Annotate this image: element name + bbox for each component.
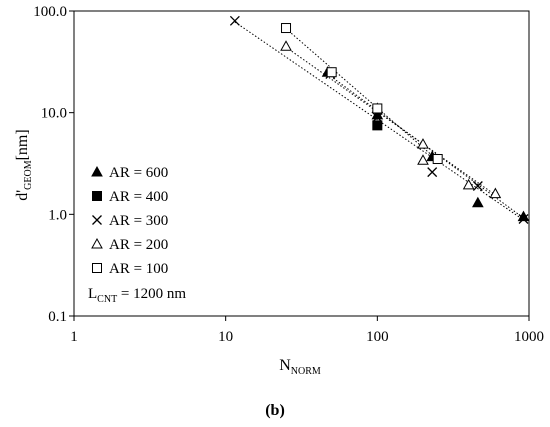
- trendline: [285, 46, 496, 196]
- data-point: [462, 178, 475, 190]
- y-tick-label: 0.1: [48, 309, 67, 325]
- data-point: [417, 154, 429, 165]
- x-tick-label: 1000: [514, 329, 544, 345]
- y-tick-label: 100.0: [33, 4, 67, 20]
- x-axis-title-main: N: [279, 357, 291, 374]
- annotation-main: L: [88, 286, 97, 302]
- y-tick-label: 10.0: [41, 106, 67, 122]
- data-point: [489, 187, 502, 199]
- trendline: [285, 28, 439, 161]
- y-axis-title: d'GEOM[nm]: [14, 129, 34, 200]
- x-tick-label: 10: [218, 329, 233, 345]
- x-tick-label: 1: [70, 329, 78, 345]
- annotation-sub: CNT: [97, 294, 117, 305]
- data-point: [372, 112, 383, 123]
- y-axis-title-unit: [nm]: [14, 129, 31, 160]
- legend-label: AR = 600: [109, 165, 168, 181]
- data-points: [229, 15, 530, 224]
- data-point: [281, 23, 292, 34]
- data-point: [432, 154, 443, 165]
- legend-marker: [92, 263, 102, 273]
- legend: AR = 600 AR = 400 AR = 300 AR = 200 AR = 100: [91, 165, 168, 277]
- data-point: [427, 167, 438, 178]
- data-point: [472, 196, 484, 208]
- y-axis-title-sub: GEOM: [23, 160, 34, 190]
- plot-frame: [73, 10, 530, 317]
- annotation-lcnt: LCNT = 1200 nm: [88, 286, 186, 305]
- x-tick-label: 100: [366, 329, 389, 345]
- annotation-rest: = 1200 nm: [117, 286, 186, 302]
- data-point: [372, 120, 383, 131]
- data-point: [518, 214, 529, 224]
- legend-label: AR = 300: [109, 213, 168, 229]
- legend-marker: [92, 191, 102, 201]
- data-point: [326, 67, 337, 78]
- legend-marker: [91, 237, 103, 249]
- x-axis-title-sub: NORM: [291, 366, 321, 377]
- legend-label: AR = 100: [109, 261, 168, 277]
- legend-marker: [91, 165, 103, 177]
- legend-marker: [92, 215, 102, 225]
- data-point: [280, 40, 292, 51]
- panel-label: (b): [265, 402, 285, 419]
- data-point: [417, 138, 429, 149]
- y-axis-title-main: d': [14, 190, 31, 201]
- y-tick-label: 1.0: [48, 207, 67, 223]
- x-axis-title: NNORM: [279, 357, 321, 377]
- axes: 1 10 100 1000 0.1 1.0 10.0 100.0: [33, 4, 544, 345]
- data-point: [472, 181, 483, 191]
- legend-label: AR = 200: [109, 237, 168, 253]
- data-point: [372, 103, 383, 114]
- data-point: [229, 15, 240, 26]
- legend-label: AR = 400: [109, 189, 168, 205]
